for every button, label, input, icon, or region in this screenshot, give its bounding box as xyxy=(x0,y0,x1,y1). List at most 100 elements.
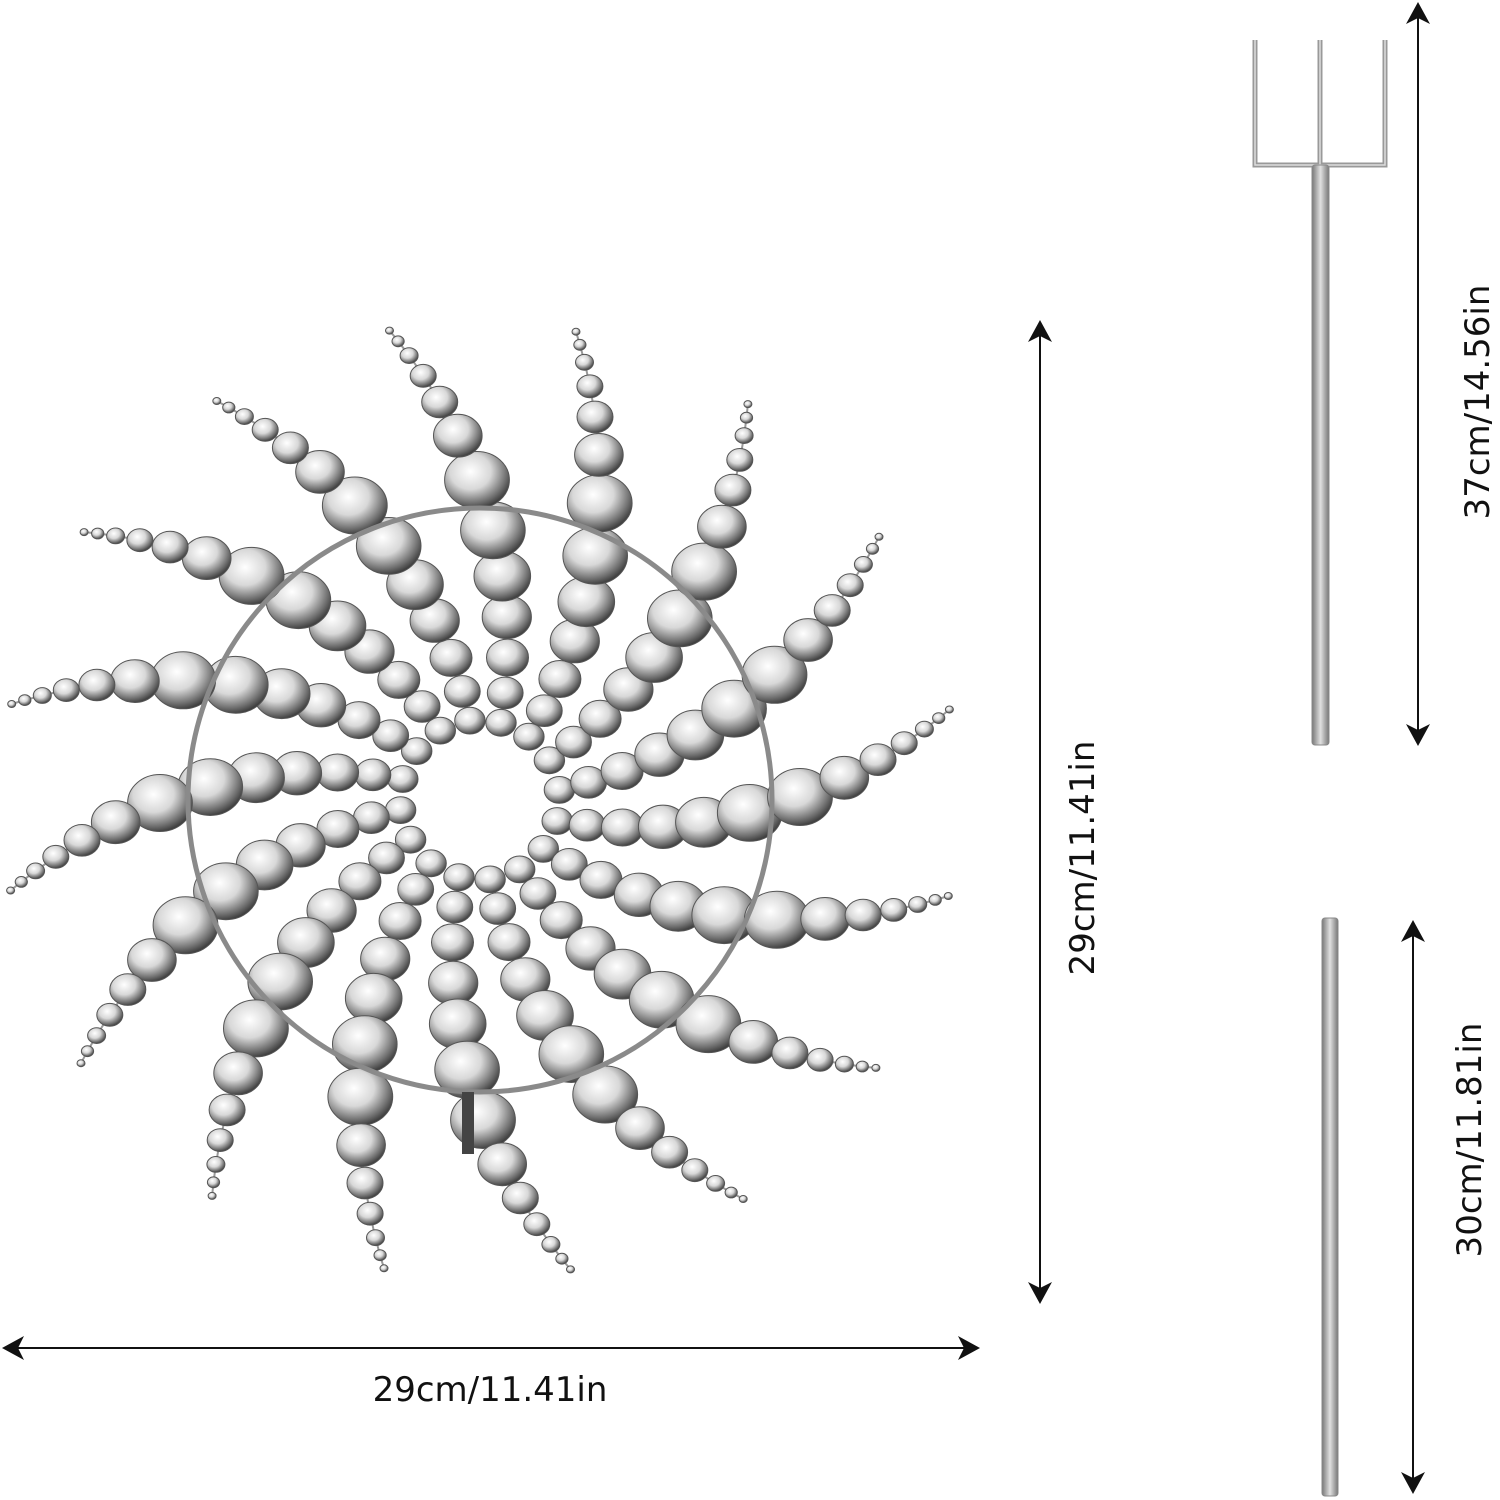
spinner-cup xyxy=(206,1156,226,1173)
spinner-cup xyxy=(504,855,536,884)
spinner-cup xyxy=(874,532,884,541)
spinner-cup xyxy=(474,865,506,894)
spinner-cup xyxy=(928,894,942,906)
spinner-cup xyxy=(379,1264,389,1273)
spinner-cup xyxy=(378,902,422,940)
spinner-cup xyxy=(836,573,864,598)
spinner-cup xyxy=(213,1051,263,1096)
spinner-cup xyxy=(486,676,524,710)
spinner-cup xyxy=(354,758,392,792)
spinner-cup xyxy=(819,755,870,800)
spinner-cup xyxy=(431,923,474,962)
spinner-cup xyxy=(106,527,126,545)
spinner-arm xyxy=(474,865,748,1203)
spinner-cup xyxy=(126,528,154,553)
spinner-cup xyxy=(724,1186,738,1199)
spinner-cup xyxy=(6,886,16,895)
spinner-cup xyxy=(181,536,232,580)
spinner-cup xyxy=(212,397,222,405)
spinner-cup xyxy=(421,385,459,419)
spinner-cup xyxy=(433,413,483,458)
spinner-cup xyxy=(513,722,545,751)
spinner-cup xyxy=(424,716,456,745)
spinner-cup xyxy=(806,1047,834,1072)
spinner-cup xyxy=(543,776,576,804)
spinner-cup xyxy=(443,675,481,708)
spinner-cup xyxy=(651,1135,689,1169)
spinner-cup xyxy=(443,863,475,892)
spinner-cup xyxy=(734,427,754,445)
spinner-cup xyxy=(344,972,403,1024)
spinner-cup xyxy=(519,877,557,910)
spinner-cup xyxy=(450,1091,516,1149)
spinner-cup xyxy=(223,999,289,1058)
spinner-cup xyxy=(385,326,394,335)
spinner-ring xyxy=(185,505,775,1095)
spinner-cup xyxy=(541,807,573,835)
spinner-cup xyxy=(79,528,89,537)
spinner-cup xyxy=(834,1055,854,1073)
spinner-cup xyxy=(454,706,486,735)
spinner-cup xyxy=(501,1181,539,1215)
straight-stake xyxy=(1321,917,1339,1497)
spinner-cup xyxy=(316,753,360,792)
spinner-cup xyxy=(444,451,510,509)
spinner-cup xyxy=(855,1060,869,1073)
spinner-cup xyxy=(557,576,616,628)
spinner-cup xyxy=(573,338,587,351)
spinner-cup xyxy=(368,841,405,875)
spinner-cup xyxy=(890,731,918,756)
spinner-cup xyxy=(739,411,754,424)
spinner-cup xyxy=(428,998,487,1050)
spinner-cup xyxy=(571,327,581,336)
spinner-arm xyxy=(513,327,633,751)
spinner-cup xyxy=(428,960,479,1006)
spinner-cup xyxy=(576,374,604,399)
spinner-cup xyxy=(574,433,624,477)
spinner-cup xyxy=(555,725,592,759)
spinner-cup xyxy=(932,712,946,724)
spinner-cup xyxy=(575,353,594,371)
spinner-cup xyxy=(52,678,80,702)
spinner-cup xyxy=(485,708,517,737)
spinner-cup xyxy=(110,659,160,703)
spinner-cup xyxy=(783,618,833,662)
spinner-cup xyxy=(42,844,70,869)
spinner-cup xyxy=(555,1252,569,1265)
spinner-cup xyxy=(346,1166,384,1200)
fork-stake-label: 37cm/14.56in xyxy=(1458,284,1498,520)
height-label: 29cm/11.41in xyxy=(1063,740,1103,976)
spinner-cup xyxy=(356,1201,384,1226)
spinner-cup xyxy=(487,923,531,962)
spinner-cup xyxy=(771,1036,809,1070)
spinner-cup xyxy=(800,897,850,941)
spinner-cup xyxy=(576,400,614,434)
spinner-cup xyxy=(578,699,622,738)
spinner-cup xyxy=(726,448,754,472)
spinner-cup xyxy=(91,527,105,540)
spinner-cup xyxy=(80,1045,95,1058)
spinner-cup xyxy=(208,1093,246,1127)
spinner-cup xyxy=(743,400,753,409)
spinner-cup xyxy=(943,892,953,900)
spinner-cup xyxy=(32,687,52,704)
spinner-cup xyxy=(479,892,517,925)
spinner-cup xyxy=(533,746,566,775)
spinner-cup xyxy=(880,898,908,922)
spinner-cup xyxy=(109,973,147,1006)
spinner-cup xyxy=(338,862,382,901)
spinner-cup xyxy=(844,898,882,932)
spinner-cup xyxy=(7,700,17,708)
spinner-cup xyxy=(207,1191,217,1200)
spinner-arm xyxy=(212,397,486,735)
spinner-arm xyxy=(543,532,884,804)
spinner-cup xyxy=(87,1027,107,1044)
spinner-cup xyxy=(944,705,954,714)
spinner-cup xyxy=(391,335,405,348)
spinner-cup xyxy=(63,824,101,857)
spinner-arm xyxy=(6,751,419,895)
spinner-cup xyxy=(26,862,46,880)
spinner-cup xyxy=(394,825,427,854)
spinner-cup xyxy=(271,431,309,465)
